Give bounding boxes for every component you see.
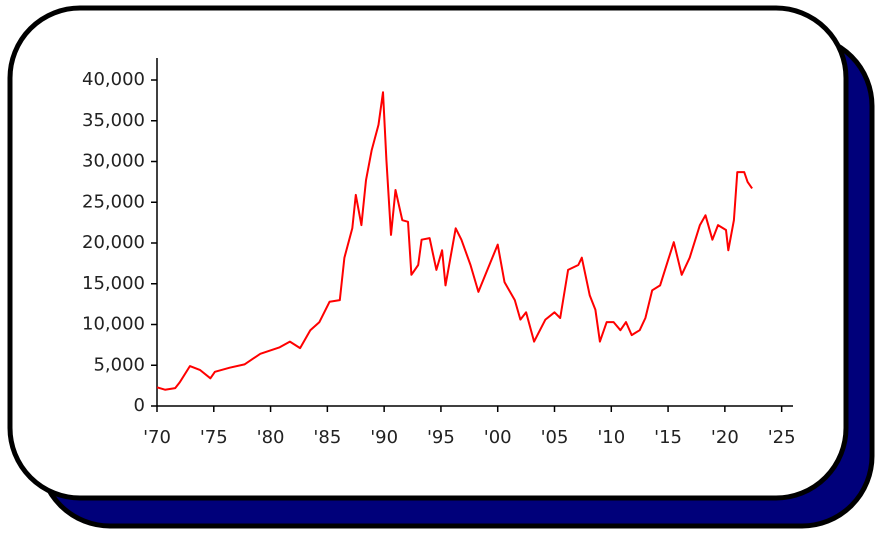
card	[7, 5, 849, 501]
y-tick-label: 25,000	[82, 191, 145, 212]
x-tick-label: '90	[370, 427, 398, 448]
x-tick-label: '80	[257, 427, 285, 448]
y-tick-label: 15,000	[82, 273, 145, 294]
y-tick-label: 10,000	[82, 314, 145, 335]
y-tick-label: 35,000	[82, 110, 145, 131]
y-tick-label: 30,000	[82, 151, 145, 172]
x-tick-label: '20	[711, 427, 739, 448]
x-tick-label: '10	[597, 427, 625, 448]
x-tick-label: '95	[427, 427, 455, 448]
x-tick-label: '85	[313, 427, 341, 448]
x-tick-label: '05	[541, 427, 569, 448]
y-tick-label: 0	[134, 395, 145, 416]
line-series	[156, 91, 753, 391]
x-tick-label: '25	[768, 427, 796, 448]
x-tick-label: '70	[143, 427, 171, 448]
y-tick-label: 20,000	[82, 232, 145, 253]
y-tick-label: 5,000	[93, 354, 145, 375]
x-tick-label: '15	[654, 427, 682, 448]
x-tick-label: '75	[200, 427, 228, 448]
x-tick-label: '00	[484, 427, 512, 448]
y-tick-label: 40,000	[82, 69, 145, 90]
